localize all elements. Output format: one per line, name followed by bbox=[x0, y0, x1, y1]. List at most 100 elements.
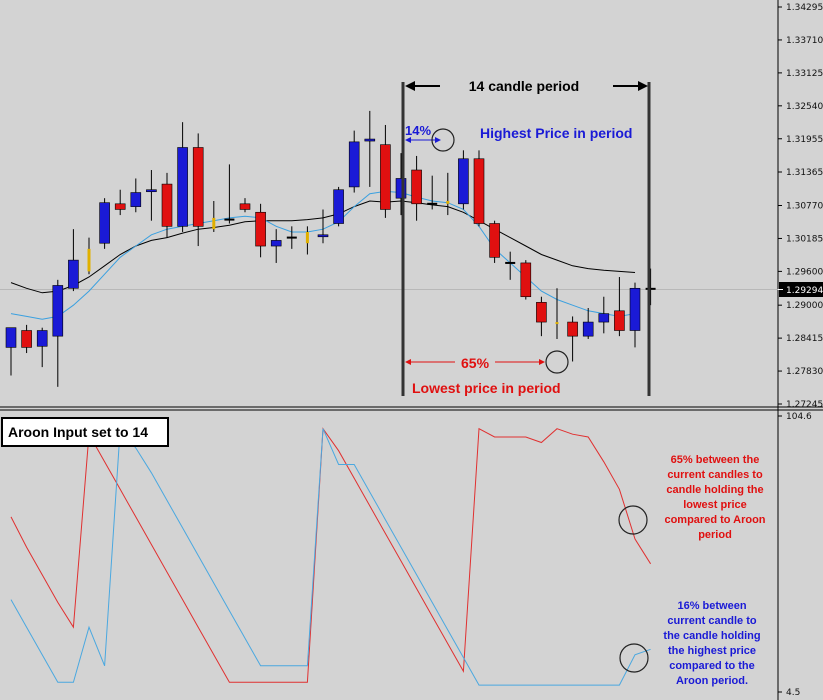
candle bbox=[536, 296, 547, 337]
price-tick-label: 1.34295 bbox=[786, 3, 823, 13]
candle bbox=[411, 155, 422, 221]
candle bbox=[364, 110, 376, 187]
aroon-tick-label: 104.6 bbox=[786, 412, 812, 422]
price-tick-label: 1.32540 bbox=[786, 102, 823, 112]
candle-body bbox=[411, 169, 422, 205]
candle bbox=[380, 124, 391, 218]
candle bbox=[286, 226, 297, 249]
price-tick-label: 1.29600 bbox=[786, 267, 823, 277]
candle bbox=[192, 133, 204, 247]
blue-note: 16% between current candle to the candle… bbox=[663, 600, 760, 687]
blue-note-line: 16% between bbox=[677, 600, 746, 612]
blue-note-line: compared to the bbox=[669, 660, 755, 672]
candle bbox=[255, 203, 266, 258]
blue-note-line: Aroon period. bbox=[676, 675, 748, 687]
candle bbox=[146, 170, 157, 221]
price-tick-label: 1.31955 bbox=[786, 135, 823, 145]
candle-body bbox=[36, 330, 48, 347]
candle-body bbox=[645, 287, 656, 290]
candle bbox=[224, 164, 235, 224]
candle-body bbox=[192, 147, 204, 227]
candle-body bbox=[427, 202, 438, 205]
price-tick-label: 1.33710 bbox=[786, 36, 823, 46]
candle-body bbox=[68, 259, 79, 289]
red-note-line: period bbox=[698, 529, 732, 541]
candle bbox=[489, 220, 500, 263]
low-arrow bbox=[405, 359, 545, 365]
candle-body bbox=[305, 231, 309, 244]
low-label: Lowest price in period bbox=[412, 380, 561, 396]
candle bbox=[177, 122, 188, 232]
price-tick-label: 1.29000 bbox=[786, 301, 823, 311]
aroon-up-line bbox=[10, 427, 651, 686]
red-note-line: 65% between the bbox=[671, 454, 760, 466]
candle bbox=[582, 307, 594, 339]
candle-body bbox=[270, 240, 282, 247]
candle bbox=[270, 229, 282, 263]
candles bbox=[5, 110, 656, 387]
candle bbox=[305, 226, 309, 255]
candle bbox=[458, 150, 469, 210]
candle bbox=[446, 172, 450, 216]
period-label: 14 candle period bbox=[469, 78, 579, 94]
candle bbox=[36, 327, 48, 368]
candle bbox=[629, 282, 641, 348]
candle-body bbox=[317, 234, 329, 238]
candle bbox=[645, 268, 656, 306]
candle-body bbox=[224, 218, 235, 221]
candle-body bbox=[99, 202, 110, 244]
aroon-tick-label: 4.5 bbox=[786, 688, 800, 698]
candle-body bbox=[364, 138, 376, 142]
candle bbox=[5, 327, 17, 376]
candle-body bbox=[489, 223, 500, 258]
candle bbox=[212, 200, 216, 232]
high-circle bbox=[431, 128, 455, 152]
candle-body bbox=[520, 262, 532, 298]
candle-body bbox=[505, 261, 516, 264]
price-tick-label: 1.30770 bbox=[786, 202, 823, 212]
candle bbox=[21, 324, 32, 354]
price-tick-label: 1.27830 bbox=[786, 367, 823, 377]
red-note-line: current candles to bbox=[667, 469, 763, 481]
red-note-line: compared to Aroon bbox=[664, 514, 765, 526]
candle bbox=[567, 316, 578, 362]
aroon-lines bbox=[10, 427, 652, 686]
candle-body bbox=[614, 310, 625, 331]
candle bbox=[427, 175, 438, 210]
candle bbox=[317, 209, 329, 244]
candle-body bbox=[395, 178, 407, 199]
current-price-tag: 1.29294 bbox=[778, 282, 823, 297]
high-percent-label: 14% bbox=[405, 123, 431, 138]
price-tick-label: 1.31365 bbox=[786, 168, 823, 178]
high-label: Highest Price in period bbox=[480, 125, 632, 141]
candle-body bbox=[21, 330, 32, 348]
candle bbox=[520, 260, 532, 300]
low-circle bbox=[545, 350, 569, 374]
red-note-line: candle holding the bbox=[666, 484, 763, 496]
red-note: 65% between the current candles to candl… bbox=[664, 454, 765, 541]
low-percent-label: 65% bbox=[461, 355, 490, 371]
price-tick-label: 1.28415 bbox=[786, 334, 823, 344]
aroon-input-label: Aroon Input set to 14 bbox=[8, 424, 148, 440]
price-tick-label: 1.27245 bbox=[786, 400, 823, 410]
high-arrow bbox=[405, 137, 441, 143]
price-axis: 1.34295 1.33710 1.33125 1.32540 1.31955 1.313… bbox=[778, 3, 823, 410]
candle-body bbox=[567, 321, 578, 337]
candle-body bbox=[87, 248, 91, 272]
candle bbox=[348, 130, 360, 193]
candle-body bbox=[161, 183, 173, 227]
aroon-axis: 104.6 4.5 bbox=[778, 412, 812, 698]
candle-body bbox=[536, 302, 547, 323]
candle-body bbox=[286, 236, 297, 239]
current-price-label: 1.29294 bbox=[786, 286, 823, 296]
blue-note-line: current candle to bbox=[667, 615, 757, 627]
candle-body bbox=[458, 158, 469, 205]
candle bbox=[130, 178, 142, 213]
candle bbox=[239, 198, 251, 213]
candle bbox=[161, 172, 173, 238]
candle-body bbox=[582, 321, 594, 337]
candle bbox=[598, 296, 610, 334]
